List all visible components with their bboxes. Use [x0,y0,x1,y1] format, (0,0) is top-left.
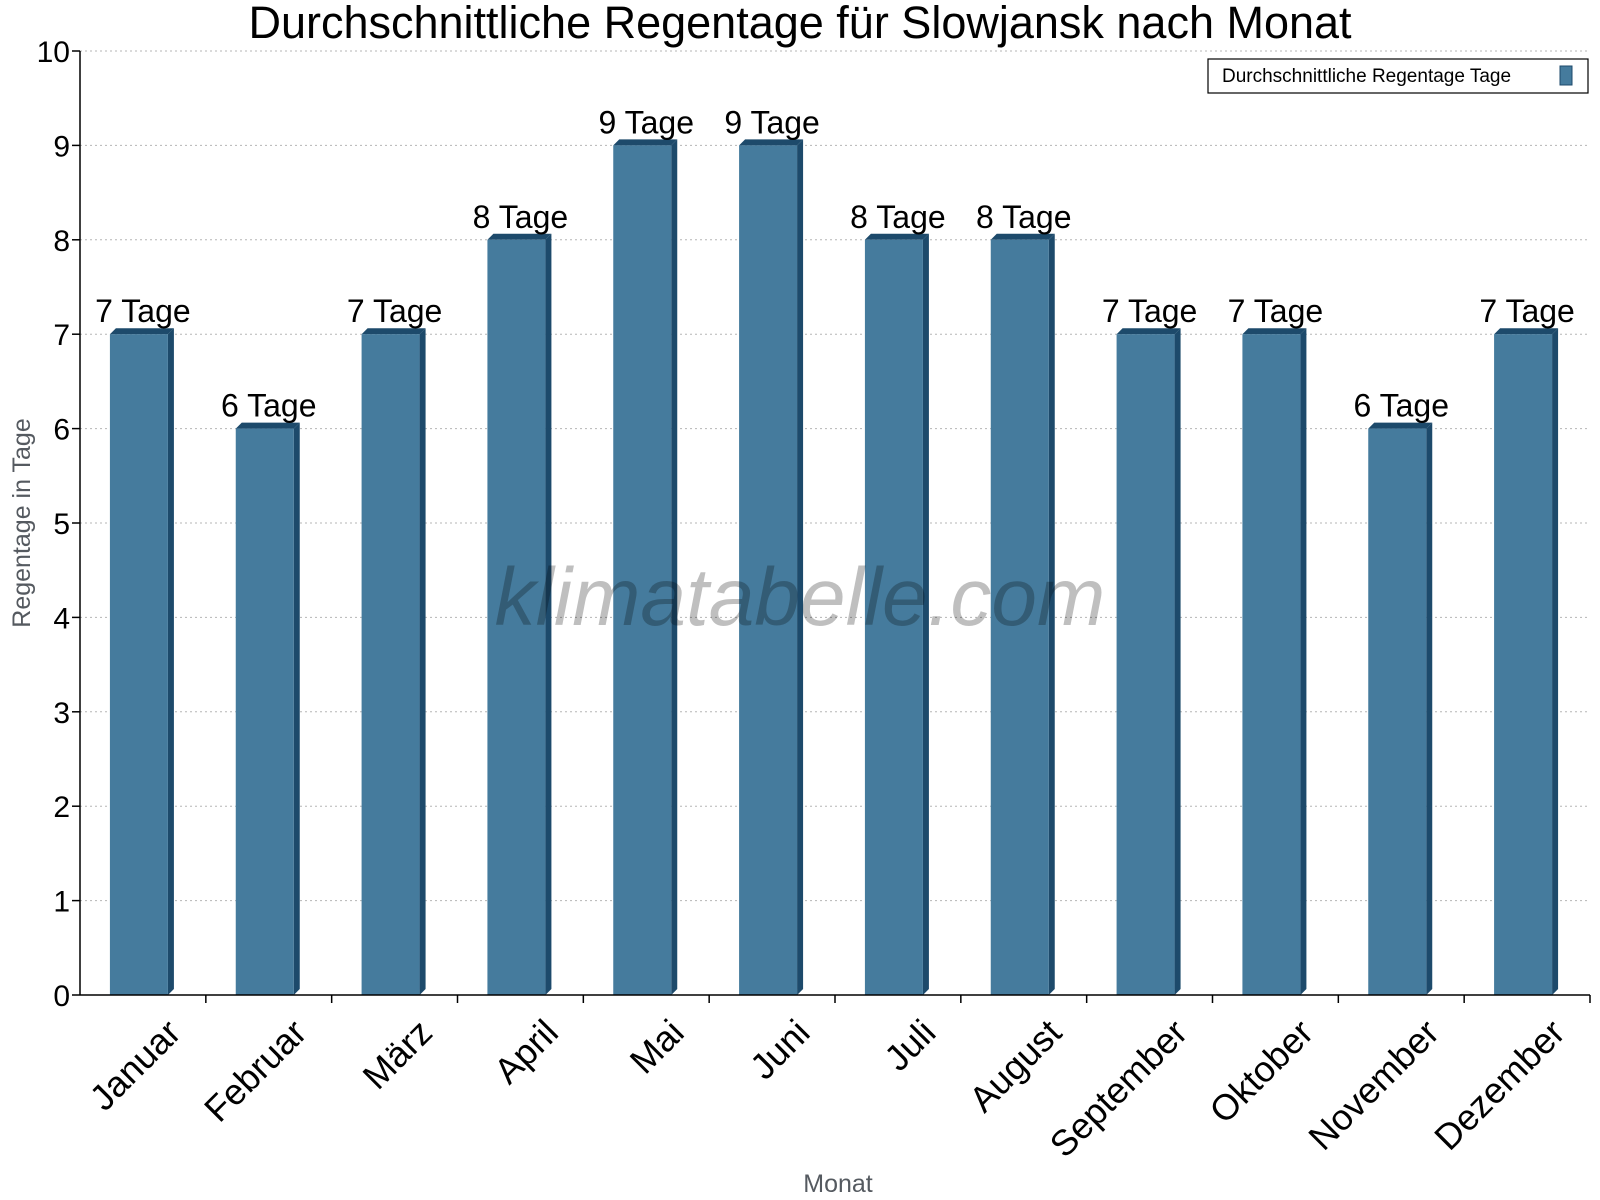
data-label: 7 Tage [1479,293,1575,329]
bar-front [864,239,923,996]
bar-side [797,139,804,995]
bar-front [613,145,672,995]
bar-front [1116,334,1175,995]
bar-juni [739,139,804,995]
x-tick-label: April [486,1011,566,1091]
x-tick-label: Dezember [1426,1011,1572,1157]
bar-top [1242,328,1307,335]
data-label: 7 Tage [95,293,191,329]
x-tick-label: Juni [742,1011,818,1087]
bars [109,139,1559,996]
bar-front [990,239,1049,996]
x-tick-label: Januar [82,1011,189,1118]
x-tick-label: August [961,1011,1069,1119]
bar-top [109,328,174,335]
y-tick-label: 10 [37,36,70,69]
x-axis-label: Monat [803,1170,873,1198]
bar-front [235,428,294,996]
bar-side [1426,422,1433,996]
bar-top [1494,328,1559,335]
bar-top [1368,422,1433,429]
bar-top [235,422,300,429]
bar-side [167,328,174,995]
x-tick-label: Mai [622,1011,692,1081]
bar-september [1116,328,1181,995]
data-label: 7 Tage [1102,293,1198,329]
y-tick-label: 1 [53,886,70,919]
y-tick-label: 5 [53,508,70,541]
y-tick-label: 7 [53,319,70,352]
y-axis-label: Regentage in Tage [8,418,36,627]
bar-top [990,233,1055,240]
bar-oktober [1242,328,1307,995]
bar-top [1116,328,1181,335]
bar-side [293,422,300,996]
bar-juli [864,233,929,996]
data-label: 6 Tage [221,388,317,424]
bar-top [739,139,804,146]
bar-dezember [1494,328,1559,995]
y-tick-label: 0 [53,980,70,1013]
bar-side [1300,328,1307,995]
data-label: 7 Tage [347,293,443,329]
x-tick-label: November [1300,1011,1446,1157]
data-label: 6 Tage [1354,388,1450,424]
bar-top [487,233,552,240]
x-tick-labels: Januar Februar März April Mai Juni Juli AugustS… [82,1011,1573,1165]
bar-side [671,139,678,995]
y-tick-label: 3 [53,697,70,730]
x-tick-label: September [1042,1011,1196,1165]
bar-front [487,239,546,996]
data-label: 9 Tage [599,104,695,140]
bar-front [1494,334,1553,995]
y-tick-label: 9 [53,130,70,163]
bar-side [545,233,552,996]
bar-märz [361,328,426,995]
bar-side [419,328,426,995]
bar-front [361,334,420,995]
data-label: 8 Tage [976,199,1072,235]
bar-front [1242,334,1301,995]
bar-top [361,328,426,335]
bar-april [487,233,552,996]
data-label: 7 Tage [1228,293,1324,329]
x-tick-label: Juli [876,1011,943,1078]
bar-front [109,334,168,995]
x-tick-label: Februar [196,1011,314,1129]
chart-title: Durchschnittliche Regentage für Slowjans… [248,0,1352,48]
bar-side [1552,328,1559,995]
y-tick-label: 2 [53,791,70,824]
bar-top [864,233,929,240]
data-label: 8 Tage [850,199,946,235]
bar-front [739,145,798,995]
bar-side [1048,233,1055,996]
y-tick-label: 6 [53,414,70,447]
bar-august [990,233,1055,996]
y-tick-label: 8 [53,225,70,258]
bar-side [922,233,929,996]
legend-swatch [1559,65,1573,86]
grid-lines [72,50,1591,1003]
data-labels: 7 Tage 6 Tage 7 Tage 8 Tage 9 Tage 9 Tage 8 Ta… [95,104,1575,423]
watermark: klimatabelle.com [495,552,1106,643]
bar-januar [109,328,174,995]
legend: Durchschnittliche Regentage Tage [1207,58,1589,94]
bar-side [1174,328,1181,995]
legend-entry-label: Durchschnittliche Regentage Tage [1222,66,1511,87]
legend-box [1207,58,1589,94]
x-tick-label: Oktober [1201,1011,1321,1131]
bar-front [1368,428,1427,996]
bar-november [1368,422,1433,996]
data-label: 9 Tage [724,104,820,140]
bar-februar [235,422,300,996]
x-tick-label: März [354,1011,440,1097]
y-tick-label: 4 [53,602,70,635]
bar-mai [613,139,678,995]
y-tick-labels: 0 1 2 3 4 5 6 7 8 9 10 [37,36,70,1013]
data-label: 8 Tage [473,199,569,235]
bar-top [613,139,678,146]
